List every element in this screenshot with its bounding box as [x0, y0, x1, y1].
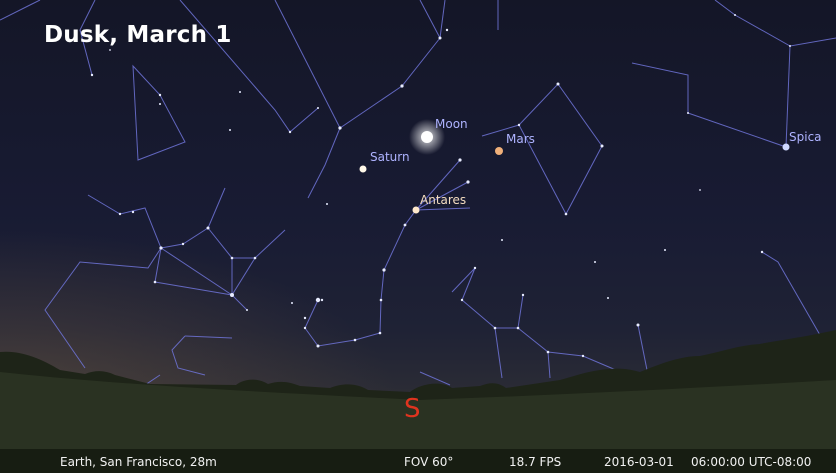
spica-dot[interactable]	[782, 143, 790, 151]
status-date: 2016-03-01	[604, 455, 674, 469]
mars-dot[interactable]	[495, 147, 503, 155]
status-fps: 18.7 FPS	[509, 455, 562, 469]
view-caption: Dusk, March 1	[44, 22, 232, 48]
background-stars	[90, 14, 791, 358]
antares-dot[interactable]	[412, 206, 420, 214]
status-location: Earth, San Francisco, 28m	[60, 455, 217, 469]
ground	[0, 372, 836, 473]
antares-label[interactable]: Antares	[420, 193, 467, 207]
status-fov: FOV 60°	[404, 455, 454, 469]
constellation-lines	[0, 0, 836, 386]
status-time: 06:00:00 UTC-08:00	[691, 455, 812, 469]
mars-label[interactable]: Mars	[506, 132, 535, 146]
status-bar: Earth, San Francisco, 28m FOV 60° 18.7 F…	[0, 449, 836, 473]
moon-disc[interactable]	[421, 131, 433, 143]
saturn-label[interactable]: Saturn	[370, 150, 410, 164]
spica-label[interactable]: Spica	[789, 130, 822, 144]
moon-label[interactable]: Moon	[435, 117, 468, 131]
saturn-dot[interactable]	[359, 165, 367, 173]
cardinal-south-marker: S	[404, 394, 421, 424]
